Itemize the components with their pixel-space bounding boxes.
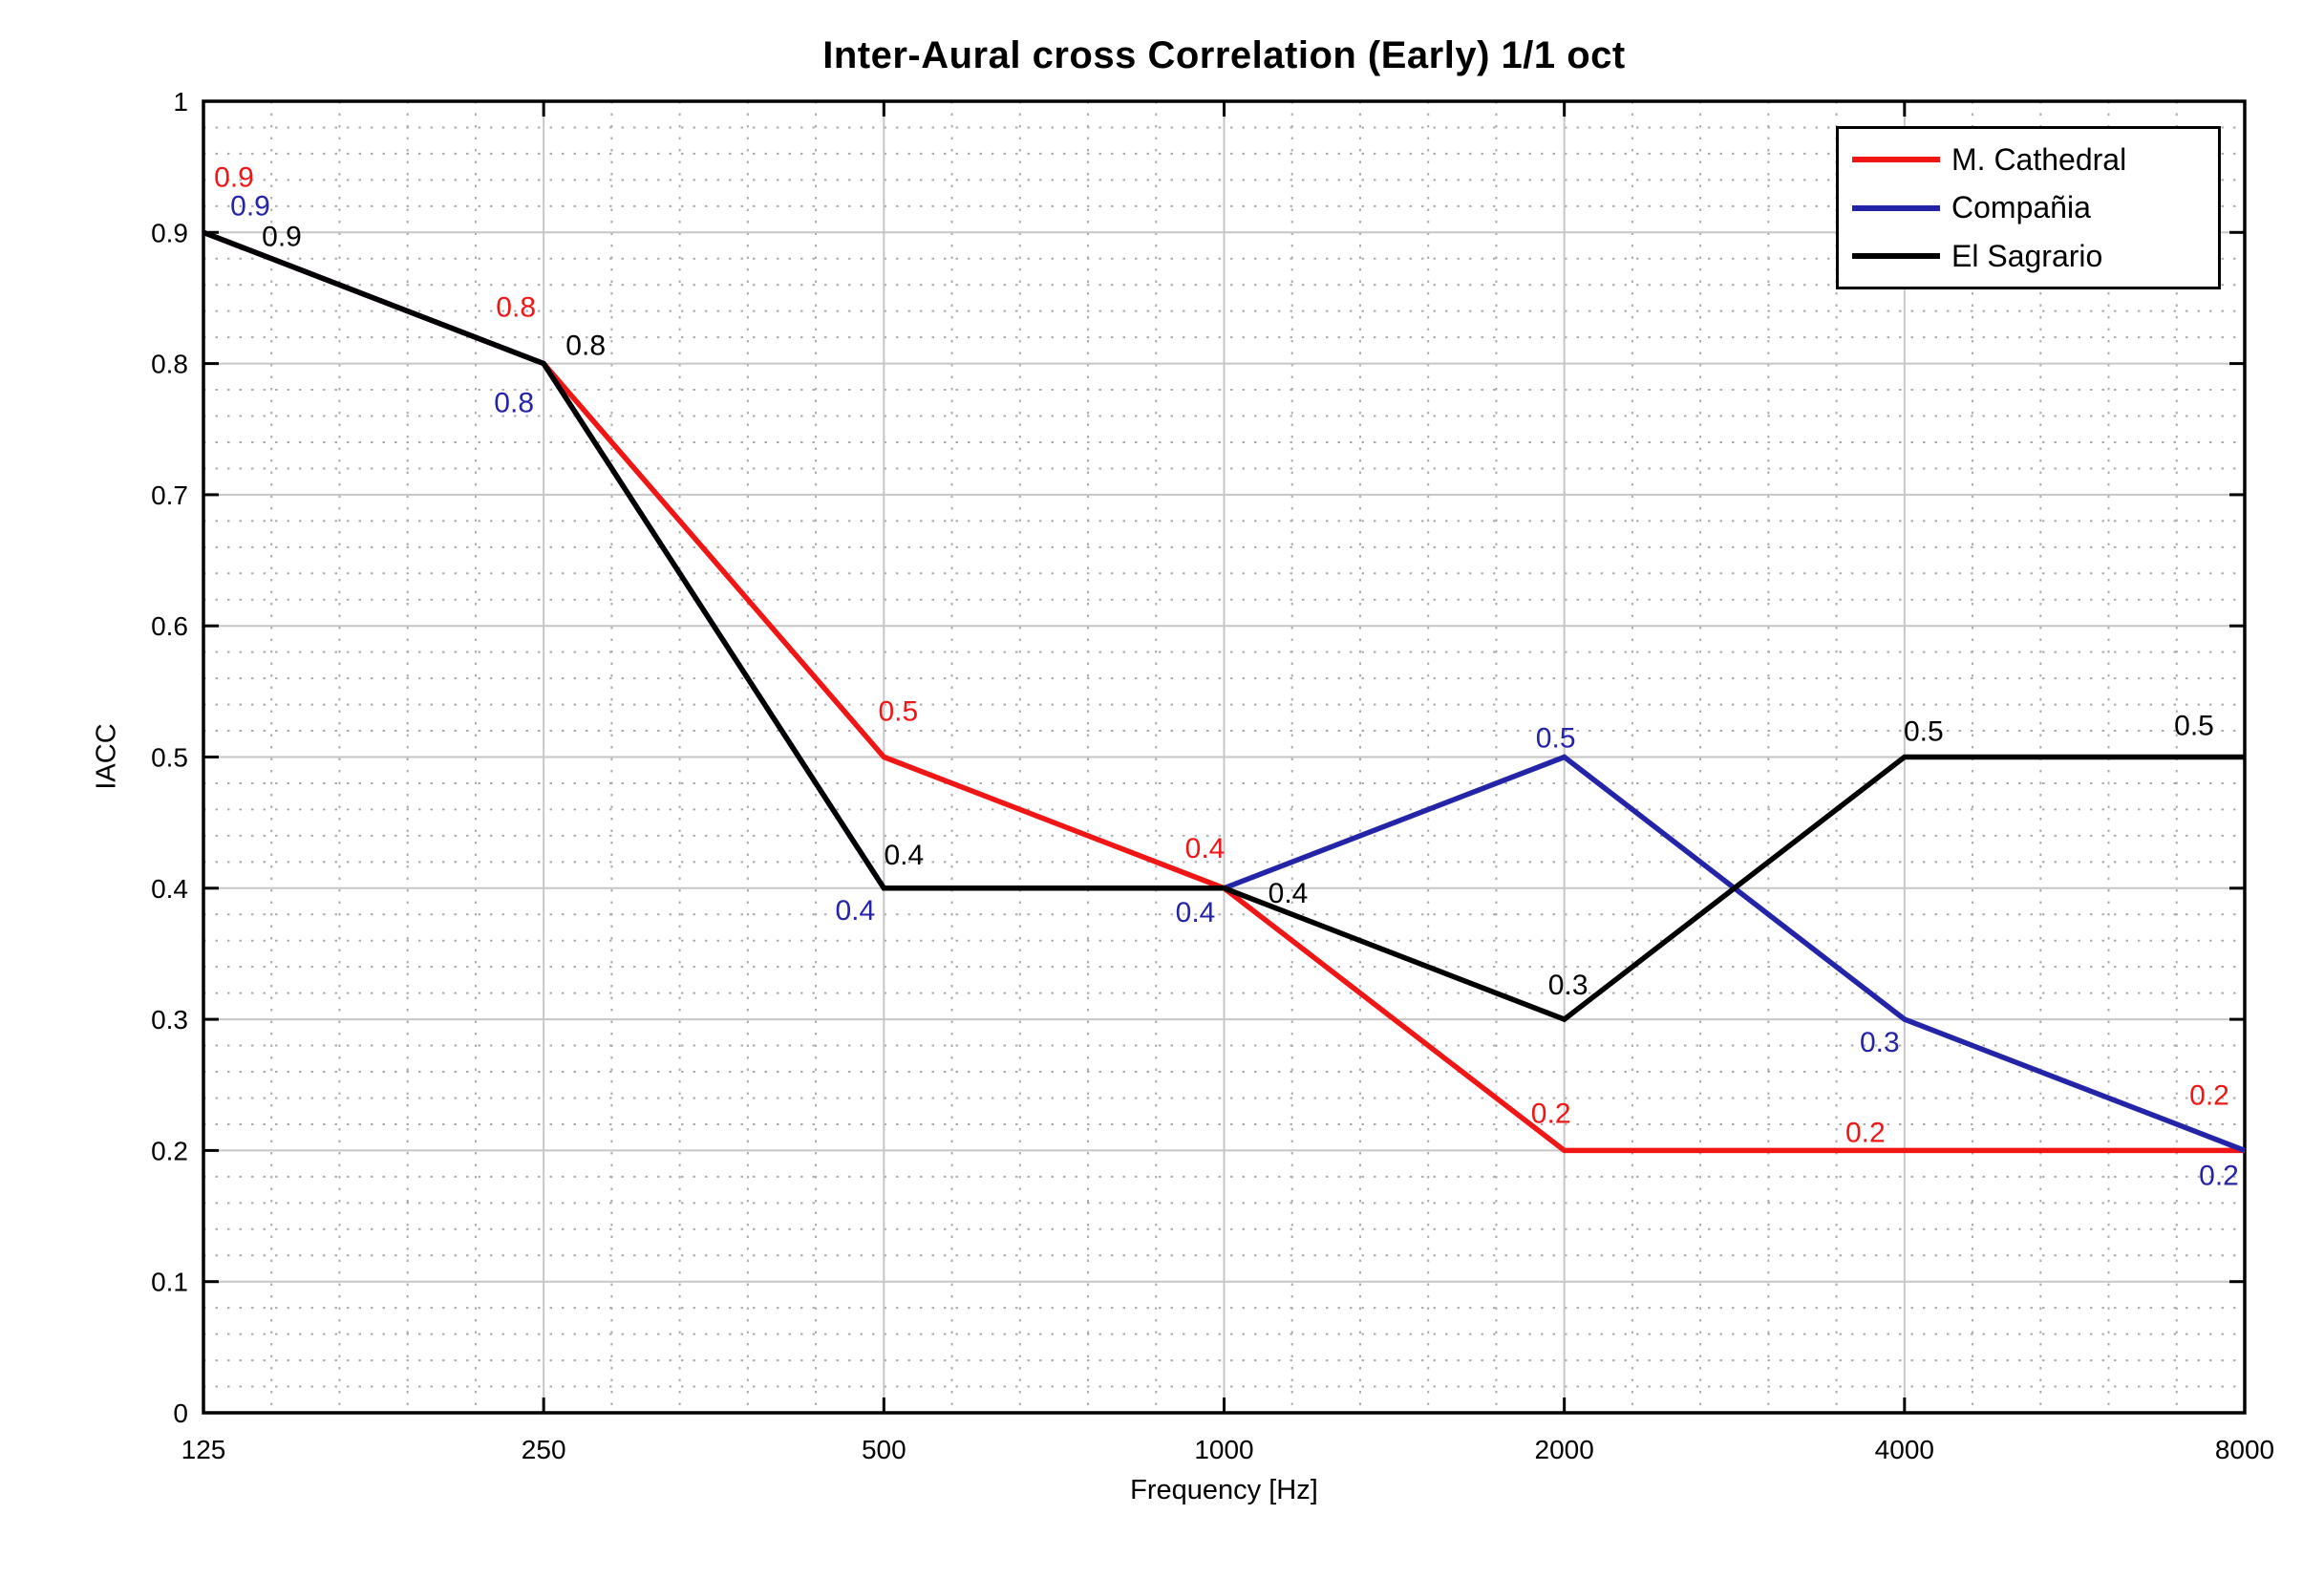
- data-label-el-sagrario: 0.4: [1269, 878, 1309, 909]
- data-label-compa-ia: 0.2: [2199, 1160, 2239, 1191]
- x-tick-label: 125: [181, 1435, 226, 1464]
- data-label-m-cathedral: 0.2: [1845, 1117, 1886, 1148]
- data-label-m-cathedral: 0.9: [214, 161, 254, 193]
- chart-title: Inter-Aural cross Correlation (Early) 1/…: [822, 34, 1626, 76]
- x-axis-label: Frequency [Hz]: [1130, 1475, 1318, 1505]
- data-label-el-sagrario: 0.8: [565, 331, 606, 362]
- series-line-el-sagrario: [203, 229, 2245, 1023]
- y-tick-label: 0.4: [151, 874, 188, 904]
- data-label-compa-ia: 0.3: [1860, 1027, 1900, 1058]
- x-tick-label: 250: [522, 1435, 566, 1464]
- data-label-el-sagrario: 0.5: [2174, 711, 2214, 742]
- data-label-el-sagrario: 0.5: [1904, 716, 1944, 748]
- legend-line-swatch-blue: [1852, 204, 1940, 211]
- x-tick-label: 4000: [1875, 1435, 1934, 1464]
- data-label-el-sagrario: 0.4: [884, 840, 924, 871]
- data-label-m-cathedral: 0.2: [1531, 1098, 1571, 1129]
- data-label-m-cathedral: 0.2: [2189, 1079, 2229, 1111]
- y-tick-label: 0.5: [151, 743, 188, 773]
- data-label-m-cathedral: 0.5: [878, 696, 918, 728]
- data-label-compa-ia: 0.4: [1176, 897, 1216, 928]
- legend-item-compania: Compañia: [1852, 190, 2218, 225]
- data-label-compa-ia: 0.5: [1536, 723, 1576, 755]
- legend-line-swatch-black: [1852, 253, 1940, 259]
- data-label-compa-ia: 0.4: [835, 895, 875, 927]
- x-tick-label: 2000: [1535, 1435, 1594, 1464]
- data-label-compa-ia: 0.9: [230, 190, 270, 222]
- y-tick-label: 1: [173, 87, 188, 117]
- y-tick-label: 0.9: [151, 218, 188, 247]
- data-label-m-cathedral: 0.8: [496, 292, 536, 324]
- x-tick-label: 500: [862, 1435, 906, 1464]
- y-tick-label: 0: [173, 1398, 188, 1428]
- legend: M. Cathedral Compañia El Sagrario: [1836, 126, 2221, 289]
- y-tick-label: 0.6: [151, 611, 188, 641]
- x-tick-label: 1000: [1194, 1435, 1253, 1464]
- y-tick-label: 0.8: [151, 350, 188, 379]
- legend-line-swatch-red: [1852, 157, 1940, 162]
- legend-item-m-cathedral: M. Cathedral: [1852, 142, 2218, 178]
- y-tick-label: 0.3: [151, 1005, 188, 1035]
- legend-item-el-sagrario: El Sagrario: [1852, 239, 2218, 274]
- legend-label: Compañia: [1951, 190, 2091, 224]
- data-label-el-sagrario: 0.3: [1548, 970, 1588, 1001]
- y-tick-label: 0.7: [151, 480, 188, 510]
- legend-label: M. Cathedral: [1951, 141, 2127, 177]
- y-tick-label: 0.2: [151, 1136, 188, 1165]
- data-label-m-cathedral: 0.4: [1185, 833, 1226, 864]
- data-label-compa-ia: 0.8: [494, 388, 534, 419]
- y-tick-label: 0.1: [151, 1268, 188, 1297]
- legend-label: El Sagrario: [1951, 238, 2103, 273]
- x-tick-label: 8000: [2215, 1435, 2274, 1464]
- data-label-el-sagrario: 0.9: [262, 221, 302, 252]
- y-axis-label: IACC: [91, 723, 122, 790]
